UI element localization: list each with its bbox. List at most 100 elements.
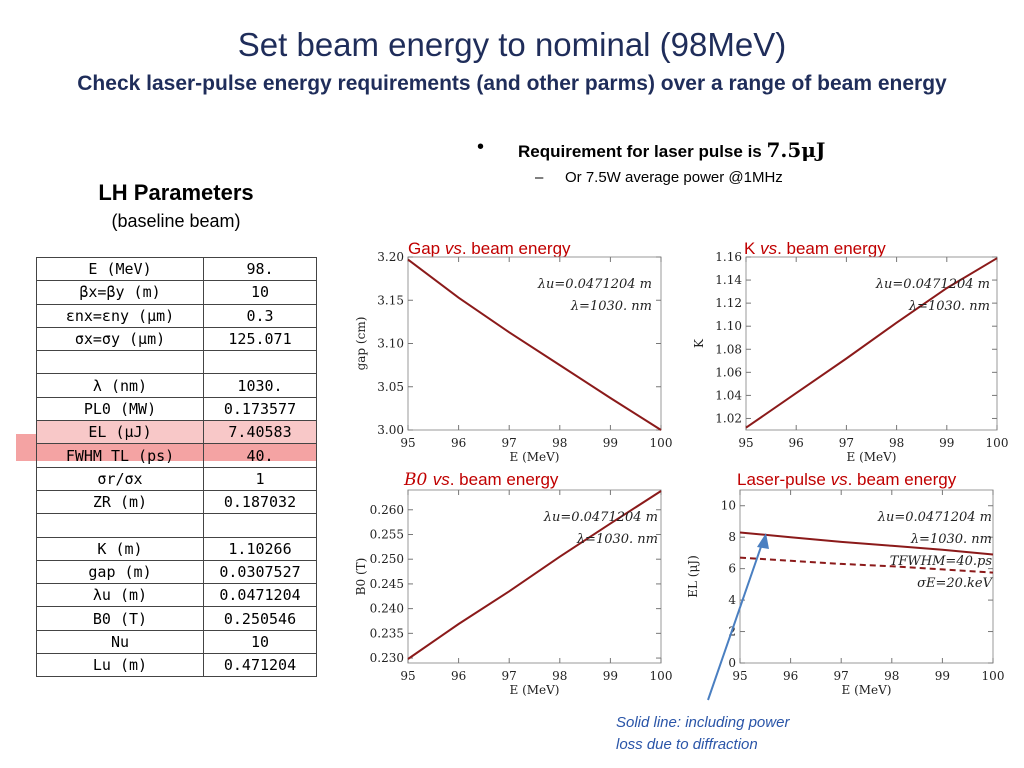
y-tick-label: 1.14 [715,273,742,287]
chart-annotation: λu=0.0471204 m [537,277,652,292]
chart-annotation: λ=1030. nm [910,532,992,547]
annotation-arrow-line [707,540,764,701]
table-row: FWHM TL (ps) 40. [36,443,317,468]
y-tick-label: 1.04 [715,388,742,402]
table-row: λu (m) 0.0471204 [36,583,317,608]
y-tick-label: 0.255 [370,527,404,541]
y-tick-label: 1.08 [715,342,742,356]
y-axis-label: B0 (T) [354,558,368,596]
bullet-requirement-value: 7.5μJ [766,138,826,162]
table-row: B0 (T) 0.250546 [36,606,317,631]
x-tick-label: 100 [650,436,673,450]
plot-frame [739,489,994,664]
param-value: 0.250546 [203,606,317,631]
annotation-arrow-head [757,533,769,549]
param-value: 0.471204 [203,653,317,678]
series-line-0 [407,258,662,431]
y-tick-label: 8 [728,530,736,544]
table-row: E (MeV) 98. [36,256,317,282]
lh-parameters-title: LH Parameters [98,180,254,205]
x-tick-label: 100 [650,669,673,683]
x-axis-label: E (MeV) [847,450,897,464]
param-name: βx=βy (m) [36,280,204,305]
table-row: βx=βy (m) 10 [36,280,317,305]
x-tick-label: 97 [502,436,517,450]
chart-annotation: λu=0.0471204 m [875,277,990,292]
x-axis-label: E (MeV) [842,683,892,697]
chart-title-k: K vs. beam energy [744,239,886,258]
x-tick-label: 97 [502,669,517,683]
x-tick-label: 100 [986,436,1009,450]
y-tick-label: 3.15 [377,293,404,307]
y-tick-label: 1.16 [715,250,742,264]
chart-2: 95 96 97 98 99 100 0.230 0.235 0.240 0.245 0.250 0.… [354,489,673,697]
y-tick-label: 0.250 [370,552,404,566]
param-name: Lu (m) [36,653,204,678]
chart-annotation: σE=20.keV [917,576,994,591]
x-tick-label: 98 [884,669,899,683]
y-tick-label: 1.12 [715,296,742,310]
table-row: εnx=εny (μm) 0.3 [36,303,317,328]
table-row: λ (nm) 1030. [36,373,317,398]
param-value: 0.0471204 [203,583,317,608]
param-value [203,513,317,538]
series-line-1 [739,556,994,574]
bullet-requirement: Requirement for laser pulse is 7.5μJ [518,138,825,162]
x-tick-label: 99 [939,436,954,450]
param-value: 10 [203,629,317,655]
param-value: 125.071 [203,326,317,352]
series-line-0 [739,531,994,556]
param-value: 0.3 [203,303,317,328]
param-name: E (MeV) [36,256,204,282]
y-tick-label: 0.260 [370,503,404,517]
param-value: 0.173577 [203,396,317,422]
param-value: 1 [203,466,317,491]
y-tick-label: 3.10 [377,337,404,351]
table-row: Lu (m) 0.471204 [36,653,317,678]
y-tick-label: 3.00 [377,423,404,437]
param-name: FWHM TL (ps) [36,443,204,468]
bullet-requirement-text: Requirement for laser pulse is [518,142,767,161]
bullet-icon: • [477,136,485,158]
x-tick-label: 99 [603,669,618,683]
y-tick-label: 1.06 [715,365,742,379]
chart-3: 95969798991000246810E (MeV)EL (μJ)λu=0.0… [686,489,1005,697]
sub-bullet-dash: – [535,169,544,186]
x-tick-label: 99 [603,436,618,450]
y-tick-label: 0.245 [370,577,404,591]
y-tick-label: 0.230 [370,651,404,665]
note-text: Solid line: including power loss due to … [616,712,789,756]
chart-annotation: λu=0.0471204 m [543,510,658,525]
param-value: 0.0307527 [203,559,317,585]
note-line-2: loss due to diffraction [616,736,758,753]
plot-frame [407,489,662,664]
y-tick-label: 1.02 [715,411,742,425]
y-tick-label: 0.240 [370,602,404,616]
chart-title-b0: B0 vs. beam energy [404,470,559,490]
x-tick-label: 96 [789,436,804,450]
y-tick-label: 10 [721,499,736,513]
x-tick-label: 98 [552,669,567,683]
lh-parameters-table: E (MeV) 98. βx=βy (m) 10 εnx=εny (μm) 0.3 σx=σ… [36,256,317,678]
param-value: 10 [203,280,317,305]
x-axis-label: E (MeV) [510,450,560,464]
chart-annotation: λ=1030. nm [570,299,652,314]
chart-0: 95 96 97 98 99 100 3.00 3.05 3.10 3.15 3.20 E (MeV)… [354,250,672,464]
y-axis-label: gap (cm) [354,317,368,371]
y-axis-label: EL (μJ) [686,555,700,598]
y-axis-label: K [692,338,706,348]
y-tick-label: 6 [728,562,736,576]
table-row: PL0 (MW) 0.173577 [36,396,317,422]
param-name: λ (nm) [36,373,204,398]
plot-frame [745,256,998,431]
note-line-1: Solid line: including power [616,714,790,731]
x-tick-label: 100 [982,669,1005,683]
y-tick-label: 0 [728,656,736,670]
table-row [36,513,317,538]
x-tick-label: 96 [451,669,466,683]
chart-annotation: λu=0.0471204 m [877,510,992,525]
series-line-0 [407,490,662,660]
x-tick-label: 97 [834,669,849,683]
param-value: 98. [203,256,317,282]
